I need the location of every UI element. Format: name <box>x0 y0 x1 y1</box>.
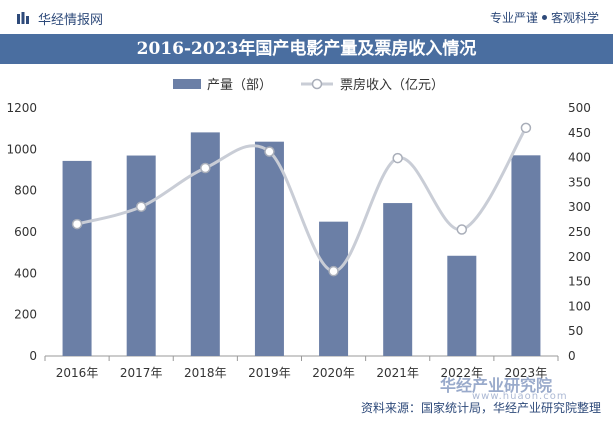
legend-line-marker <box>311 78 323 90</box>
line-point <box>135 201 147 212</box>
bar <box>254 141 284 356</box>
x-tick-label: 2019年 <box>248 366 291 380</box>
x-tick-label: 2016年 <box>56 366 99 380</box>
y-right-tick-label: 100 <box>568 299 591 313</box>
x-tick-label: 2022年 <box>441 366 484 380</box>
y-left-tick-label: 1200 <box>6 101 37 115</box>
slogan: 专业严谨 客观科学 <box>490 9 599 26</box>
y-left-tick-label: 1000 <box>6 142 37 156</box>
chart-title-bar: 2016-2023年国产电影产量及票房收入情况 <box>0 34 613 64</box>
slogan-right: 客观科学 <box>550 11 599 25</box>
y-right-tick-label: 50 <box>568 324 583 338</box>
y-left-tick-label: 400 <box>14 266 37 280</box>
watermark-url: www.huaon.com <box>472 391 568 402</box>
x-tick-label: 2023年 <box>505 366 548 380</box>
y-right-tick-label: 150 <box>568 275 591 289</box>
watermark-logo: 华经产业研究院 <box>440 376 553 395</box>
x-tick-label: 2020年 <box>312 366 355 380</box>
y-right-tick-label: 200 <box>568 250 591 264</box>
line-point <box>392 152 403 164</box>
top-bar: 华经情报网 专业严谨 客观科学 <box>0 0 613 34</box>
bar <box>126 155 156 356</box>
line-point <box>520 122 532 134</box>
y-right-tick-label: 450 <box>568 126 591 140</box>
bar <box>319 221 349 356</box>
y-right-tick-label: 500 <box>568 101 591 115</box>
bar <box>383 203 413 356</box>
bar <box>447 255 477 356</box>
brand-name: 华经情报网 <box>38 13 104 28</box>
line-point <box>71 218 83 230</box>
chart: 0 200 400 600 800 1000 1200 0 50 100 150 200 250 300 3… <box>6 77 591 380</box>
y-left-tick-label: 200 <box>14 308 37 322</box>
legend-line-label: 票房收入（亿元） <box>340 77 444 93</box>
y-right-tick-label: 250 <box>568 225 591 239</box>
y-right-tick-label: 400 <box>568 151 591 165</box>
x-tick-label: 2017年 <box>120 366 163 380</box>
slogan-dot <box>541 15 547 20</box>
y-left-tick-label: 0 <box>29 349 37 363</box>
y-right-tick-label: 0 <box>568 349 576 363</box>
bar <box>511 155 541 356</box>
y-left-tick-label: 600 <box>14 225 37 239</box>
chart-title: 2016-2023年国产电影产量及票房收入情况 <box>136 39 477 59</box>
y-right-tick-label: 300 <box>568 200 591 214</box>
x-tick-label: 2018年 <box>184 366 227 380</box>
y-left-tick-label: 800 <box>14 184 37 198</box>
line-point <box>456 224 468 235</box>
slogan-left: 专业严谨 <box>489 11 538 25</box>
y-right-tick-label: 350 <box>568 175 591 189</box>
legend-bar-swatch <box>173 79 201 89</box>
line-point <box>264 146 275 157</box>
line-point <box>328 265 339 277</box>
x-tick-label: 2021年 <box>376 366 419 380</box>
bar-logo-icon <box>17 12 29 24</box>
bar <box>62 160 92 356</box>
line-point <box>200 162 211 174</box>
legend-bar-label: 产量（部） <box>207 78 272 93</box>
source-note: 资料来源：国家统计局，华经产业研究院整理 <box>360 401 601 415</box>
